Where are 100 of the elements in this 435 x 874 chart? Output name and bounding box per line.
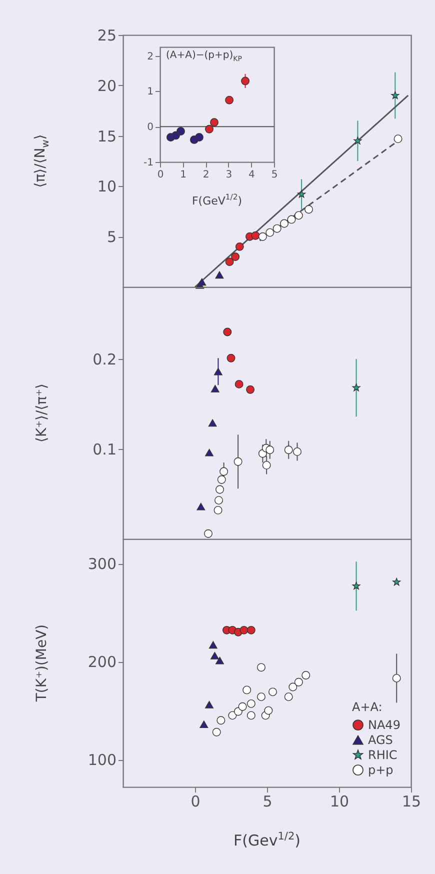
point <box>257 692 266 702</box>
point <box>268 688 277 696</box>
point <box>225 258 234 266</box>
point <box>246 699 256 708</box>
point <box>214 496 223 505</box>
point <box>235 242 244 251</box>
point <box>212 728 221 736</box>
y-tick-label: 0.1 <box>92 440 116 458</box>
point <box>234 380 244 388</box>
y-tick-label: -1 <box>144 158 154 168</box>
y-axis-title: T(K⁺)(MeV) <box>34 624 50 702</box>
point <box>214 368 222 376</box>
point <box>266 228 274 237</box>
x-tick-label: 5 <box>271 170 278 180</box>
point <box>205 124 214 134</box>
y-axis-title: ⟨K⁺⟩/⟨π⁺⟩ <box>34 384 50 442</box>
point <box>176 127 185 136</box>
x-tick-label: 1 <box>180 170 186 180</box>
legend-label: p+p <box>368 763 394 777</box>
point <box>262 460 271 470</box>
x-tick-label: 10 <box>330 792 350 810</box>
point <box>241 76 250 86</box>
point <box>392 674 401 682</box>
point <box>194 133 204 142</box>
legend-label: NA49 <box>368 718 400 732</box>
point <box>204 529 212 538</box>
y-tick-label: 20 <box>97 76 116 95</box>
point <box>215 271 224 279</box>
point <box>288 682 298 692</box>
point <box>234 457 242 466</box>
point <box>258 232 267 241</box>
point <box>214 506 222 514</box>
point <box>298 190 306 198</box>
point <box>284 692 293 702</box>
point <box>287 215 296 224</box>
point <box>223 328 232 336</box>
point <box>294 211 303 220</box>
point <box>208 419 217 427</box>
y-tick-label: 200 <box>88 653 116 672</box>
point <box>220 467 228 476</box>
y-tick-label: 0.2 <box>92 350 116 368</box>
point <box>294 678 303 686</box>
y-tick-label: 2 <box>147 51 154 62</box>
point <box>216 485 224 494</box>
point <box>304 205 313 214</box>
y-tick-label: 300 <box>88 555 116 574</box>
point <box>200 720 208 728</box>
point <box>226 354 236 362</box>
y-tick-label: 15 <box>97 127 116 146</box>
x-tick-label: 5 <box>262 792 272 810</box>
legend-title: A+A: <box>352 700 382 714</box>
x-axis-title: F(Gev$^{1/2}$) <box>234 830 300 850</box>
x-tick-label: 0 <box>157 170 164 180</box>
point <box>210 384 220 392</box>
point <box>354 136 362 144</box>
point <box>272 224 282 233</box>
y-tick-label: 0 <box>147 122 154 134</box>
point <box>293 447 302 456</box>
point <box>280 219 289 228</box>
x-axis-title: F(GeV$^{1/2}$) <box>192 192 242 208</box>
point <box>225 96 234 104</box>
point <box>216 656 224 664</box>
x-tick-label: 0 <box>190 792 200 810</box>
point <box>216 716 226 725</box>
point <box>231 252 240 261</box>
point <box>198 278 206 286</box>
y-tick-label: 100 <box>88 751 116 770</box>
point <box>246 626 256 634</box>
point <box>246 385 255 394</box>
point <box>238 702 247 711</box>
point <box>251 231 260 240</box>
point <box>264 706 273 715</box>
x-tick-label: 4 <box>248 170 255 180</box>
point <box>242 686 252 694</box>
point <box>196 502 206 510</box>
point <box>208 641 218 649</box>
point <box>228 711 237 720</box>
point <box>210 652 219 660</box>
point <box>205 700 214 708</box>
point <box>352 384 360 392</box>
point <box>217 475 226 484</box>
y-tick-label: 5 <box>106 228 116 246</box>
point <box>205 448 214 456</box>
point <box>394 134 402 144</box>
y-tick-label: 25 <box>97 26 116 44</box>
point <box>240 626 248 634</box>
point <box>210 118 218 127</box>
legend-label: AGS <box>368 733 393 747</box>
point <box>302 671 310 680</box>
x-tick-label: 15 <box>402 792 422 810</box>
point <box>352 582 360 590</box>
point <box>284 446 293 454</box>
point <box>391 91 400 99</box>
legend-label: RHIC <box>368 748 398 762</box>
y-tick-label: 1 <box>147 86 154 98</box>
annotation: (A+A)−(p+p)$_{KP}$ <box>166 50 242 63</box>
point <box>246 711 256 720</box>
point <box>392 578 401 586</box>
x-tick-label: 2 <box>202 170 210 180</box>
point <box>266 446 274 454</box>
